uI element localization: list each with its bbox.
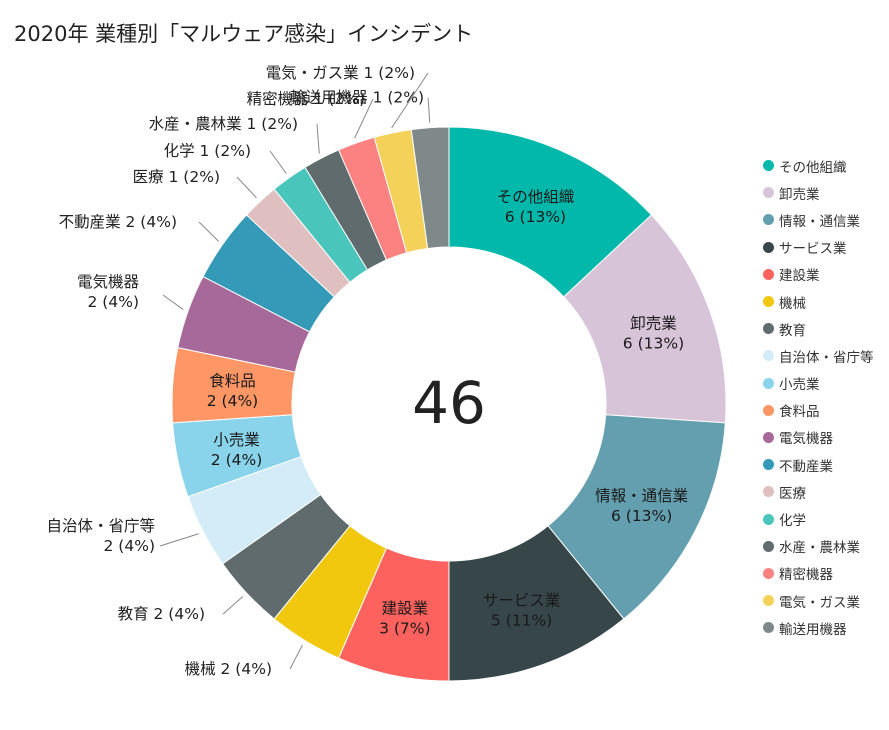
legend-swatch [763,350,774,362]
legend-swatch [763,486,774,498]
slice-label-11: 不動産業 2 (4%) [59,213,177,231]
legend-label: 建設業 [779,268,820,285]
leader-line-5 [289,644,303,670]
slice-label-0: その他組織 6 (13%) [497,188,575,226]
legend-label: 医療 [779,485,806,502]
leader-line-12 [236,176,257,199]
leader-line-14 [316,123,320,154]
slice-label-17: 輸送用機器 1 (2%) [290,89,424,107]
legend: その他組織卸売業情報・通信業 サービス業建設業機械教育自治体・省庁等 小売業食料品電… [763,152,874,641]
legend-swatch [763,377,774,389]
legend-label: 機械 [779,295,806,312]
slice-label-8: 小売業 2 (4%) [211,431,262,469]
leader-line-11 [198,221,219,242]
legend-item-2[interactable]: 情報・通信業 [763,206,874,233]
legend-swatch [763,241,774,253]
slice-label-2: 情報・通信業 6 (13%) [595,487,688,525]
slice-label-5: 機械 2 (4%) [185,660,272,678]
legend-label: 化学 [779,513,806,530]
legend-swatch [763,567,774,579]
slice-label-10: 電気機器 2 (4%) [77,273,140,311]
legend-swatch [763,296,774,308]
slice-labels-layer: その他組織 6 (13%) 卸売業 6 (13%) 情報・通信業 6 (13%) サービス業… [46,64,688,678]
slice-label-13: 化学 1 (2%) [164,142,251,160]
legend-item-4[interactable]: 建設業 [763,261,874,288]
slice-label-7: 自治体・省庁等 2 (4%) [46,517,155,555]
leader-line-10 [162,294,184,310]
slice-label-16: 電気・ガス業 1 (2%) [266,64,415,82]
legend-item-14[interactable]: 水産・農林業 [763,533,874,560]
legend-swatch [763,595,774,607]
slice-label-4: 建設業 3 (7%) [379,599,430,637]
legend-label: 卸売業 [779,186,820,203]
legend-item-5[interactable]: 機械 [763,288,874,315]
legend-label: 自治体・省庁等 [779,349,874,366]
legend-item-16[interactable]: 電気・ガス業 [763,587,874,614]
legend-label: 不動産業 [779,458,833,475]
leader-line-13 [269,150,287,174]
leader-line-17 [427,97,431,123]
slice-label-3: サービス業 5 (11%) [483,591,561,629]
legend-item-13[interactable]: 化学 [763,505,874,532]
leader-line-16 [391,72,429,129]
legend-item-3[interactable]: サービス業 [763,234,874,261]
legend-swatch [763,214,774,226]
legend-item-6[interactable]: 教育 [763,315,874,342]
leader-line-15 [354,98,374,139]
chart-title: 2020年 業種別「マルウェア感染」インシデント [14,22,474,46]
legend-item-11[interactable]: 不動産業 [763,451,874,478]
slice-label-12: 医療 1 (2%) [133,168,220,186]
legend-item-7[interactable]: 自治体・省庁等 [763,342,874,369]
legend-swatch [763,459,774,471]
legend-swatch [763,540,774,552]
slice-label-1: 卸売業 6 (13%) [623,314,684,352]
slice-17[interactable] [410,126,450,250]
slices-layer [171,126,727,682]
legend-label: 精密機器 [779,567,833,584]
legend-swatch [763,404,774,416]
legend-item-17[interactable]: 輸送用機器 [763,614,874,641]
legend-label: 教育 [779,322,806,339]
slice-label-9: 食料品 2 (4%) [207,372,258,410]
legend-item-8[interactable]: 小売業 [763,370,874,397]
legend-swatch [763,622,774,634]
slice-label-6: 教育 2 (4%) [118,605,205,623]
legend-label: 電気・ガス業 [779,594,860,611]
legend-label: 電気機器 [779,431,833,448]
legend-swatch [763,513,774,525]
slice-label-14: 水産・農林業 1 (2%) [149,115,298,133]
legend-item-12[interactable]: 医療 [763,478,874,505]
leader-lines-layer [159,72,431,670]
legend-label: 食料品 [779,404,820,421]
legend-swatch [763,268,774,280]
legend-item-10[interactable]: 電気機器 [763,424,874,451]
legend-item-0[interactable]: その他組織 [763,152,874,179]
legend-label: サービス業 [779,241,847,258]
legend-item-1[interactable]: 卸売業 [763,179,874,206]
legend-label: 小売業 [779,377,820,394]
leader-line-6 [222,596,244,615]
legend-item-9[interactable]: 食料品 [763,397,874,424]
slice-label-15: 精密機器 1 (2%) [247,90,365,108]
legend-label: 輸送用機器 [779,621,847,638]
legend-swatch [763,431,774,443]
legend-swatch [763,160,774,172]
legend-swatch [763,323,774,335]
legend-item-15[interactable]: 精密機器 [763,560,874,587]
legend-swatch [763,187,774,199]
center-total: 46 [412,369,486,437]
leader-line-7 [159,533,199,547]
legend-label: その他組織 [779,159,847,176]
legend-label: 水産・農林業 [779,540,860,557]
legend-label: 情報・通信業 [779,213,860,230]
